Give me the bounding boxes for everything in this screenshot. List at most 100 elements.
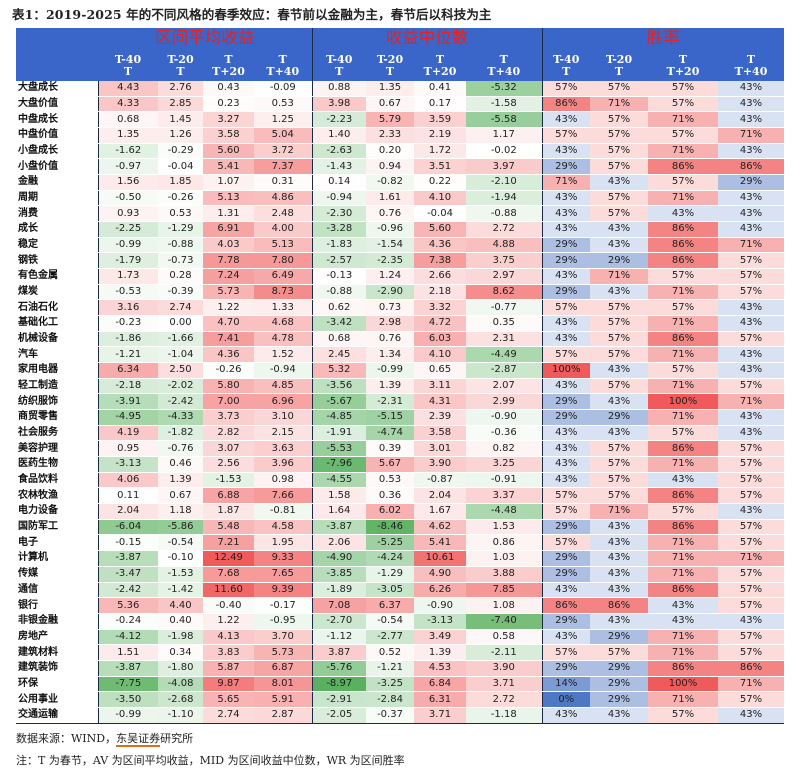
- group-header-avg-return: 区间平均收益: [98, 28, 312, 48]
- row-label: 农林牧渔: [16, 487, 99, 505]
- avg-return-cell: 2.82: [203, 425, 254, 442]
- avg-return-cell: 7.65: [254, 566, 312, 583]
- row-label: 电子: [16, 534, 99, 552]
- avg-return-cell: 2.15: [254, 425, 312, 442]
- avg-return-cell: 0.40: [158, 613, 203, 630]
- median-return-cell: 6.37: [366, 597, 414, 614]
- win-rate-cell: 29%: [590, 409, 648, 426]
- median-return-cell: 1.08: [466, 597, 542, 614]
- median-return-cell: 3.90: [466, 660, 542, 677]
- win-rate-cell: 43%: [718, 111, 784, 129]
- win-rate-cell: 43%: [718, 315, 784, 332]
- subheader-cell: T-20 T: [590, 48, 648, 81]
- avg-return-cell: -3.50: [98, 691, 158, 708]
- win-rate-cell: 71%: [718, 550, 784, 567]
- win-rate-cell: 71%: [648, 190, 718, 207]
- avg-return-cell: -1.53: [203, 472, 254, 489]
- avg-return-cell: 6.96: [254, 393, 312, 411]
- win-rate-cell: 71%: [541, 174, 590, 191]
- median-return-cell: -0.36: [466, 425, 542, 442]
- win-rate-cell: 43%: [590, 534, 648, 552]
- median-return-cell: 1.61: [366, 190, 414, 207]
- win-rate-cell: 57%: [648, 707, 718, 724]
- win-rate-cell: 57%: [648, 127, 718, 144]
- subheader-top: T-20: [376, 53, 404, 66]
- avg-return-cell: 5.41: [203, 158, 254, 176]
- avg-return-cell: 6.87: [254, 660, 312, 677]
- table-row: 纺织服饰 -3.91 -2.42 7.00 6.96 -5.67 -2.31 4.31 2.99…: [16, 393, 784, 411]
- subheader-top: T-40: [553, 53, 580, 66]
- median-return-cell: 6.26: [414, 582, 466, 599]
- median-return-cell: -8.46: [366, 519, 414, 536]
- row-label: 公用事业: [16, 691, 99, 708]
- median-return-cell: 0.17: [414, 96, 466, 113]
- median-return-cell: -5.67: [311, 393, 366, 411]
- avg-return-cell: -0.73: [158, 252, 203, 270]
- avg-return-cell: 0.46: [158, 456, 203, 473]
- median-return-cell: 1.24: [366, 268, 414, 285]
- avg-return-cell: 0.11: [98, 487, 158, 505]
- median-return-cell: 0.41: [414, 81, 466, 97]
- median-return-cell: 2.98: [366, 315, 414, 332]
- row-label: 小盘成长: [16, 143, 99, 160]
- median-return-cell: 4.31: [414, 393, 466, 411]
- row-label: 汽车: [16, 346, 99, 364]
- avg-return-cell: 7.66: [254, 487, 312, 505]
- win-rate-cell: 86%: [648, 440, 718, 458]
- median-return-cell: -5.32: [466, 81, 542, 97]
- avg-return-cell: 5.80: [203, 378, 254, 395]
- win-rate-cell: 71%: [718, 676, 784, 693]
- win-rate-cell: 43%: [718, 346, 784, 364]
- median-return-cell: -2.23: [311, 111, 366, 129]
- win-rate-cell: 71%: [648, 284, 718, 301]
- avg-return-cell: 1.35: [98, 127, 158, 144]
- subheader-top: T-20: [605, 53, 633, 66]
- table-row: 农林牧渔 0.11 0.67 6.88 7.66 1.58 0.36 2.04 3.37 57% 5…: [16, 487, 784, 505]
- median-return-cell: 2.39: [414, 409, 466, 426]
- win-rate-cell: 57%: [541, 346, 590, 364]
- median-return-cell: -3.87: [311, 519, 366, 536]
- avg-return-cell: 9.87: [203, 676, 254, 693]
- median-return-cell: -7.40: [466, 613, 542, 630]
- median-return-cell: -4.49: [466, 346, 542, 364]
- win-rate-cell: 71%: [648, 534, 718, 552]
- avg-return-cell: 4.13: [203, 629, 254, 646]
- median-return-cell: 1.39: [366, 378, 414, 395]
- win-rate-cell: 43%: [541, 629, 590, 646]
- median-return-cell: -0.88: [311, 284, 366, 301]
- median-return-cell: 5.67: [366, 456, 414, 473]
- median-return-cell: -3.05: [366, 582, 414, 599]
- win-rate-cell: 57%: [590, 190, 648, 207]
- avg-return-cell: -0.09: [254, 81, 312, 97]
- avg-return-cell: -4.33: [158, 409, 203, 426]
- win-rate-cell: 29%: [541, 409, 590, 426]
- avg-return-cell: 2.76: [158, 81, 203, 97]
- row-label: 电力设备: [16, 503, 99, 520]
- avg-return-cell: 7.68: [203, 566, 254, 583]
- win-rate-cell: 57%: [648, 268, 718, 285]
- win-rate-cell: 57%: [718, 519, 784, 536]
- subheader-cell: T-20 T: [158, 48, 203, 81]
- win-rate-cell: 57%: [648, 96, 718, 113]
- avg-return-cell: 4.86: [254, 190, 312, 207]
- row-label: 机械设备: [16, 331, 99, 348]
- avg-return-cell: 5.60: [203, 143, 254, 160]
- table-row: 周期 -0.50 -0.26 5.13 4.86 -0.94 1.61 4.10 -1.94 43…: [16, 190, 784, 207]
- win-rate-cell: 43%: [541, 190, 590, 207]
- table-row: 小盘成长 -1.62 -0.29 5.60 3.72 -2.63 0.20 1.72 -0.02…: [16, 143, 784, 160]
- median-return-cell: 3.11: [414, 378, 466, 395]
- win-rate-cell: 29%: [541, 660, 590, 677]
- win-rate-cell: 57%: [590, 205, 648, 223]
- subheader-cell: T T+40: [718, 48, 784, 81]
- win-rate-cell: 43%: [718, 143, 784, 160]
- row-label: 家用电器: [16, 362, 99, 379]
- avg-return-cell: 1.95: [254, 534, 312, 552]
- row-label: 大盘价值: [16, 96, 99, 113]
- win-rate-cell: 0%: [541, 691, 590, 708]
- row-label: 传媒: [16, 566, 99, 583]
- win-rate-cell: 71%: [718, 393, 784, 411]
- median-return-cell: -0.90: [414, 597, 466, 614]
- median-return-cell: -3.13: [414, 613, 466, 630]
- avg-return-cell: -4.08: [158, 676, 203, 693]
- median-return-cell: -1.54: [366, 237, 414, 254]
